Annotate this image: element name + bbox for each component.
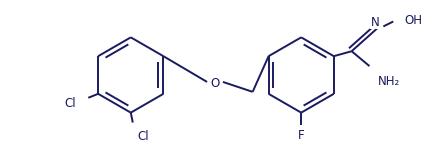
- Text: F: F: [298, 129, 304, 142]
- Text: O: O: [210, 77, 220, 90]
- Text: NH₂: NH₂: [378, 75, 400, 88]
- Text: Cl: Cl: [138, 130, 149, 143]
- Text: OH: OH: [404, 14, 422, 27]
- Text: N: N: [371, 15, 380, 28]
- Text: Cl: Cl: [65, 97, 77, 110]
